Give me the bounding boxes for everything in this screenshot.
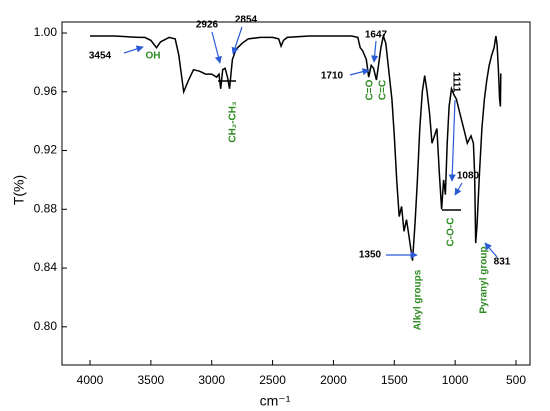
x-tick-label: 3500 [138, 373, 165, 387]
annotation-arrow [211, 31, 222, 64]
annotation: 1710 [321, 71, 344, 82]
plot-frame [61, 21, 531, 366]
annotation-arrow [371, 40, 379, 63]
y-tick-label: 0.92 [34, 143, 58, 157]
annotation: C=O [365, 79, 376, 100]
spectrum-line [90, 33, 502, 261]
annotation: OH [146, 51, 161, 62]
y-tick-label: 0.84 [34, 260, 58, 274]
annotation: 3454 [89, 51, 112, 62]
annotation-arrow [448, 99, 456, 182]
annotation: CH₂-CH₃ [228, 101, 239, 143]
y-axis-label: T(%) [11, 175, 27, 205]
annotation: 2854 [235, 15, 258, 26]
x-tick-label: 2000 [320, 373, 347, 387]
y-tick-label: 0.96 [34, 84, 58, 98]
x-tick-label: 4000 [77, 373, 104, 387]
annotation: 1080 [457, 171, 480, 182]
x-tick-label: 2500 [259, 373, 286, 387]
annotation-arrow [231, 26, 243, 55]
annotation: 1111 [450, 72, 461, 93]
annotation-arrow [454, 182, 463, 196]
x-tick-label: 1000 [442, 373, 469, 387]
y-tick-label: 0.80 [34, 319, 58, 333]
annotation: 2926 [196, 20, 219, 31]
annotation-arrow [349, 68, 370, 76]
annotation: 1350 [359, 250, 382, 261]
annotation: C-O-C [446, 218, 457, 247]
y-tick-label: 1.00 [34, 25, 58, 39]
annotation: C=C [378, 80, 389, 100]
annotation: Pyranyl group [479, 246, 490, 313]
x-axis-label: cm⁻¹ [260, 393, 291, 409]
annotation: Alkyl groups [413, 269, 424, 330]
y-tick-label: 0.88 [34, 201, 58, 215]
x-tick-label: 500 [506, 373, 526, 387]
annotation: 831 [494, 257, 511, 268]
annotation-arrow [484, 242, 498, 258]
x-tick-label: 1500 [381, 373, 408, 387]
annotation: 1647 [365, 30, 388, 41]
annotation-arrow [123, 45, 144, 54]
x-tick-label: 3000 [198, 373, 225, 387]
